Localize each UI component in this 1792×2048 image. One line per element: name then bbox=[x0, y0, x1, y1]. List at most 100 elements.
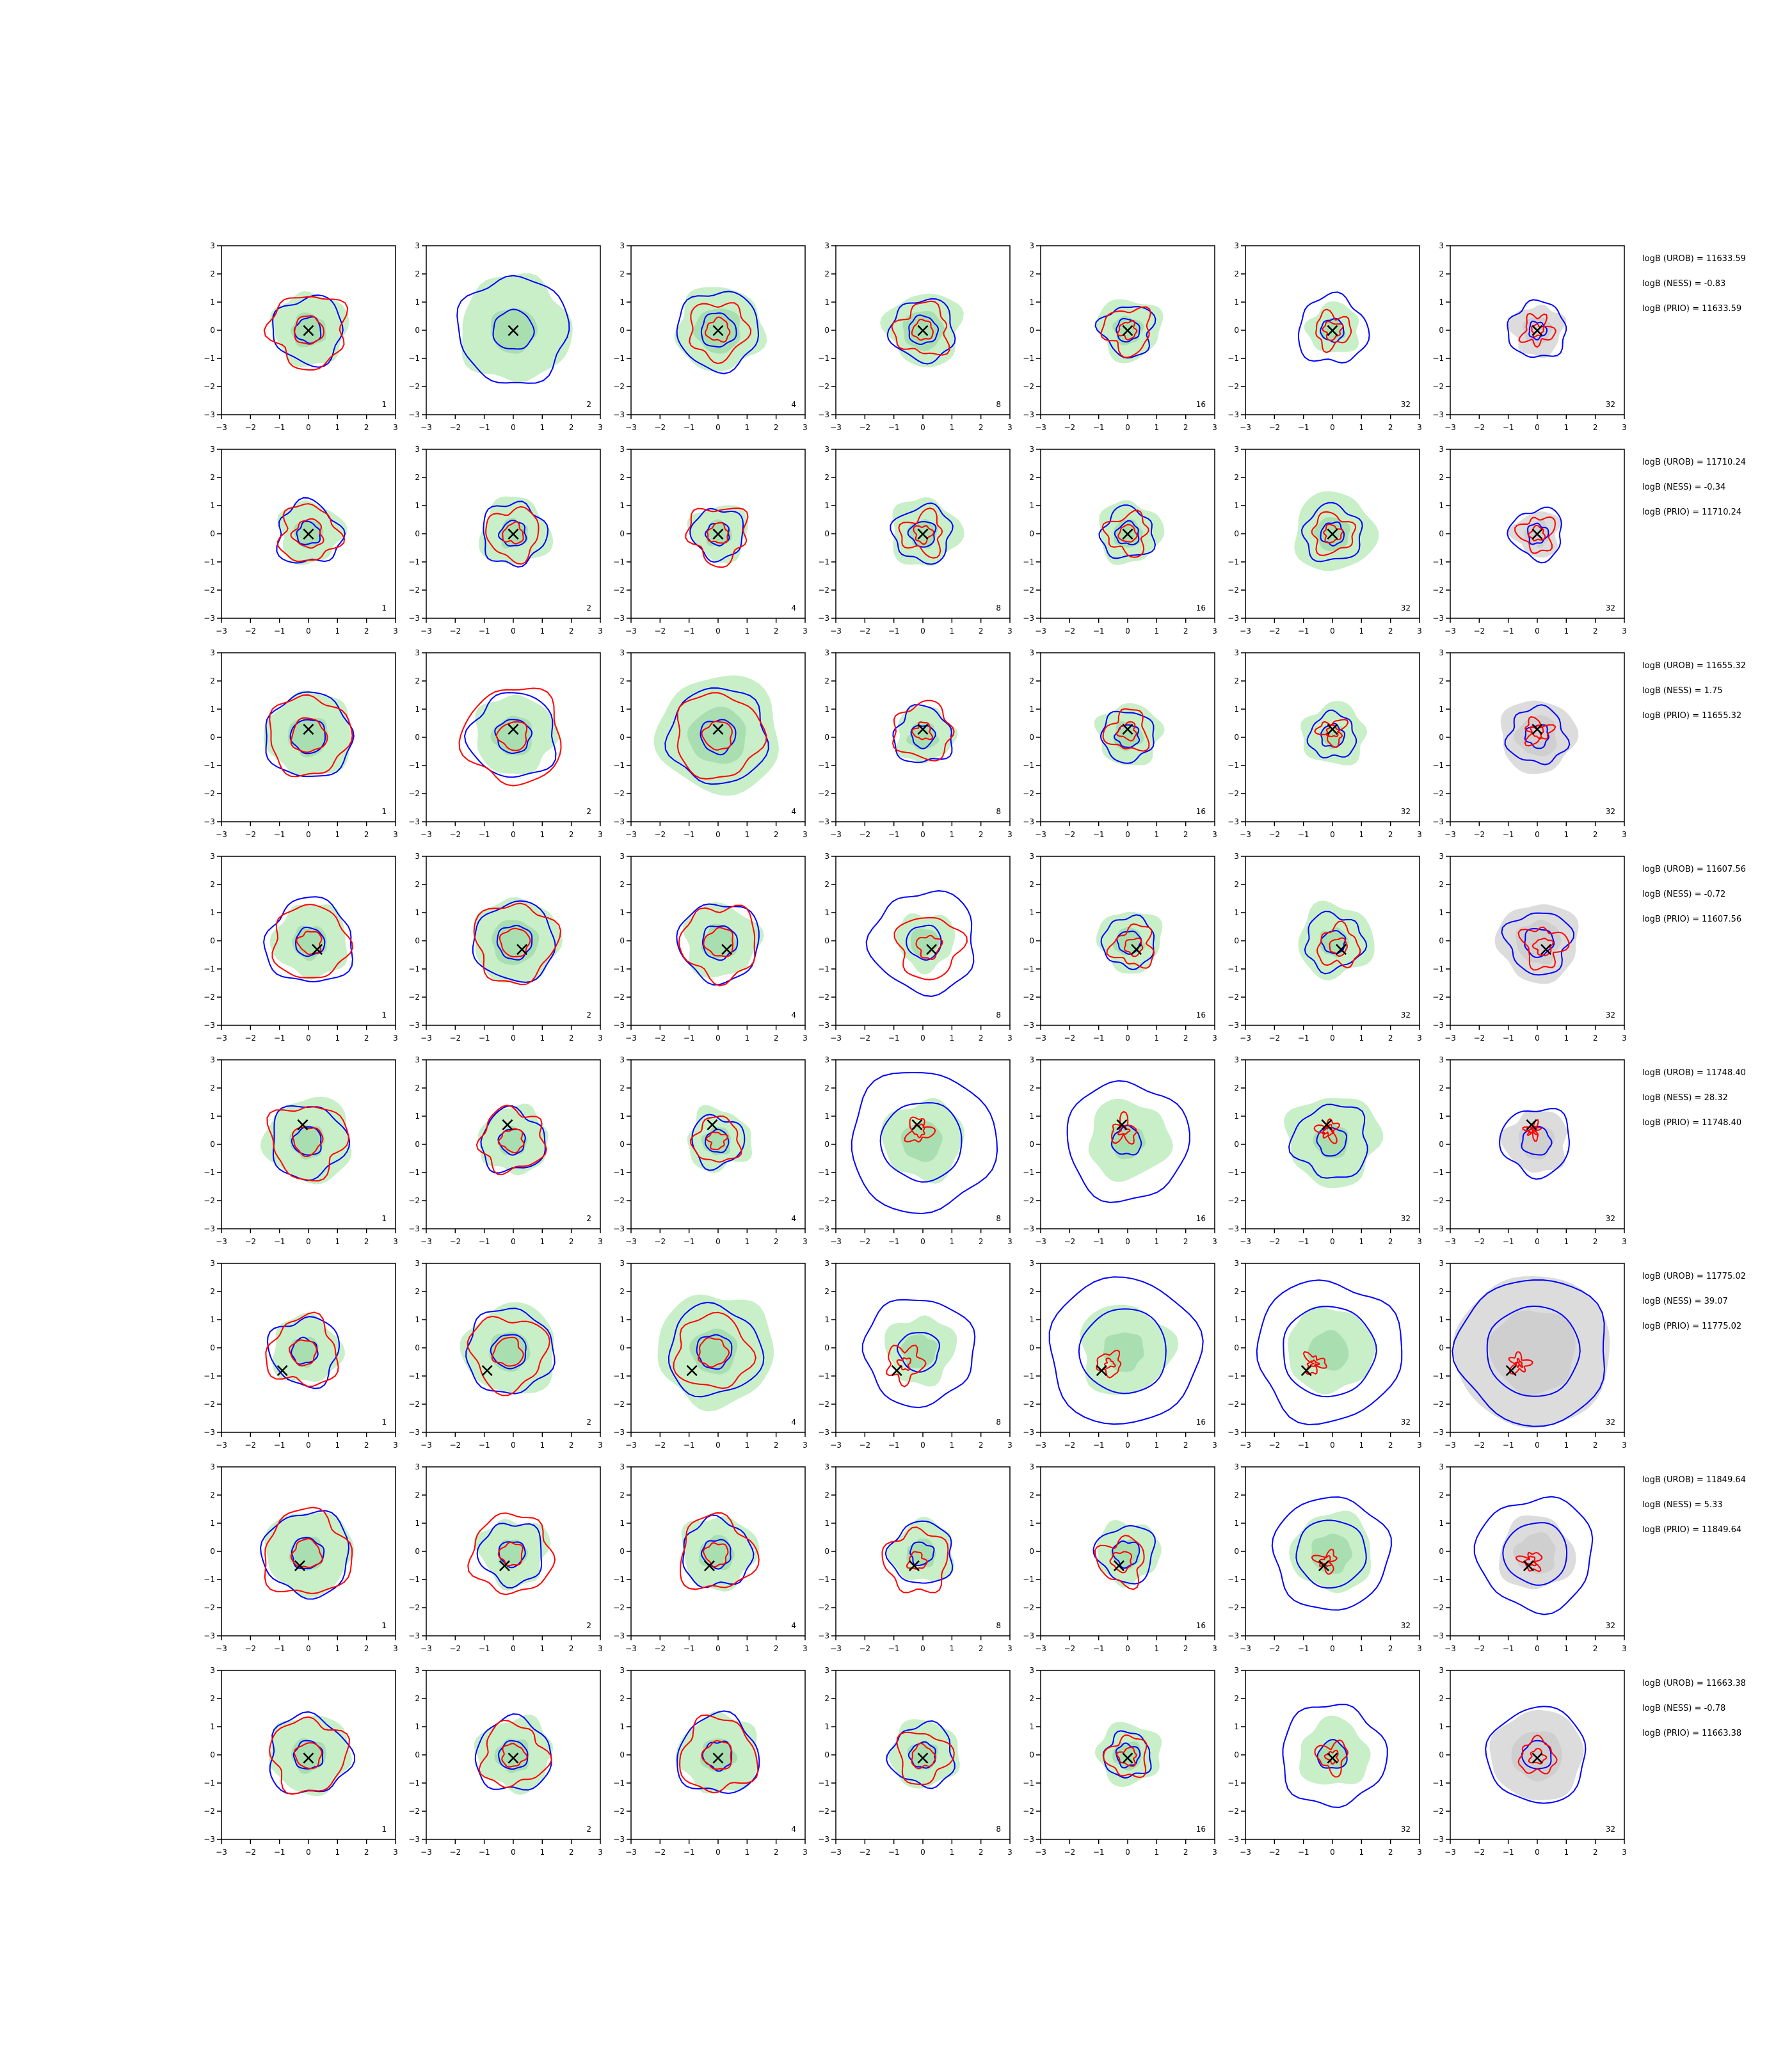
x-tick-label: 1 bbox=[1155, 1034, 1160, 1043]
y-tick-label: −1 bbox=[204, 1575, 215, 1584]
x-tick-label: −1 bbox=[274, 627, 285, 636]
y-tick-label: −1 bbox=[1228, 1575, 1239, 1584]
y-tick-label: 2 bbox=[210, 1491, 215, 1500]
blue-contour-outer bbox=[1501, 912, 1575, 976]
y-tick-label: 1 bbox=[1234, 705, 1239, 714]
y-tick-label: 3 bbox=[1234, 241, 1239, 250]
y-tick-label: 2 bbox=[210, 1694, 215, 1703]
x-tick-label: 1 bbox=[950, 627, 955, 636]
true-value-marker: × bbox=[300, 1747, 316, 1769]
x-tick-label: 2 bbox=[569, 1848, 574, 1857]
posterior-density-core bbox=[1311, 1533, 1353, 1574]
true-value-marker: × bbox=[915, 523, 931, 545]
x-tick-label: 2 bbox=[1388, 1237, 1393, 1246]
red-contour-outer bbox=[1508, 1351, 1533, 1375]
y-tick-label: 0 bbox=[824, 1750, 829, 1759]
logb-annotation: logB (NESS) = -0.34 bbox=[1642, 483, 1725, 492]
x-tick-label: −2 bbox=[654, 423, 666, 432]
blue-contour-inner bbox=[700, 719, 737, 756]
red-contour-inner bbox=[704, 316, 731, 343]
red-contour-inner bbox=[911, 721, 933, 740]
count-label: 1 bbox=[381, 1621, 387, 1630]
red-contour-inner bbox=[1109, 1551, 1133, 1574]
y-tick-label: 3 bbox=[620, 1259, 625, 1268]
blue-contour-outer bbox=[1048, 1276, 1204, 1425]
y-tick-label: −2 bbox=[613, 586, 625, 595]
x-tick-label: −3 bbox=[625, 423, 637, 432]
y-tick-label: 3 bbox=[620, 1462, 625, 1471]
x-tick-label: −3 bbox=[420, 1441, 432, 1450]
count-label: 32 bbox=[1606, 400, 1615, 409]
y-tick-label: −1 bbox=[408, 1168, 420, 1177]
x-tick-label: 3 bbox=[803, 1034, 808, 1043]
x-tick-label: −3 bbox=[830, 1441, 842, 1450]
y-tick-label: 2 bbox=[1029, 1287, 1034, 1296]
x-tick-label: −1 bbox=[479, 1848, 490, 1857]
blue-contour-inner bbox=[700, 312, 737, 348]
count-label: 1 bbox=[381, 1011, 387, 1020]
x-tick-label: −1 bbox=[1503, 1644, 1514, 1653]
red-contour-outer bbox=[467, 1512, 556, 1596]
y-tick-label: 2 bbox=[1234, 1084, 1239, 1092]
x-tick-label: 3 bbox=[1007, 1848, 1012, 1857]
x-tick-label: −1 bbox=[888, 1848, 900, 1857]
x-tick-label: −1 bbox=[274, 830, 285, 839]
y-tick-label: 2 bbox=[620, 473, 625, 482]
x-tick-label: 2 bbox=[774, 1644, 779, 1653]
panel-r7-c1: × −3 −2 −1 0 1 2 3 3 2 1 0 −1 −2 −3 1 bbox=[204, 1462, 398, 1653]
y-tick-label: 1 bbox=[1029, 1722, 1034, 1731]
y-tick-label: −3 bbox=[1228, 1631, 1239, 1640]
y-tick-label: −3 bbox=[1432, 1021, 1444, 1030]
panel-plot-area bbox=[1256, 1279, 1403, 1426]
y-tick-label: −2 bbox=[1432, 1807, 1444, 1816]
red-contour-outer bbox=[673, 1311, 756, 1389]
x-tick-label: −3 bbox=[216, 1441, 227, 1450]
x-tick-label: −2 bbox=[654, 830, 666, 839]
y-tick-label: −1 bbox=[408, 964, 420, 973]
x-tick-label: 2 bbox=[364, 627, 369, 636]
y-tick-label: −2 bbox=[408, 1196, 420, 1205]
y-tick-label: −1 bbox=[613, 557, 625, 566]
y-tick-label: 1 bbox=[824, 705, 829, 714]
true-value-marker: × bbox=[479, 1359, 495, 1382]
y-tick-label: −2 bbox=[613, 789, 625, 798]
y-tick-label: −3 bbox=[1228, 1835, 1239, 1844]
y-tick-label: 1 bbox=[1029, 1315, 1034, 1324]
true-value-marker: × bbox=[1324, 718, 1340, 740]
blue-contour-outer bbox=[260, 1510, 350, 1600]
count-label: 1 bbox=[381, 400, 387, 409]
panel-plot-area bbox=[476, 1103, 548, 1176]
count-label: 32 bbox=[1606, 1011, 1615, 1020]
blue-contour-inner bbox=[1114, 520, 1140, 546]
y-tick-label: −2 bbox=[204, 1807, 215, 1816]
x-tick-label: 1 bbox=[950, 423, 955, 432]
x-tick-label: 2 bbox=[979, 1848, 984, 1857]
y-tick-label: −3 bbox=[1228, 817, 1239, 826]
x-tick-label: 1 bbox=[1564, 1034, 1569, 1043]
red-contour-inner bbox=[906, 1551, 928, 1570]
x-tick-label: 0 bbox=[920, 423, 925, 432]
x-tick-label: 0 bbox=[1535, 1237, 1540, 1246]
y-tick-label: −2 bbox=[1023, 789, 1034, 798]
red-contour-outer bbox=[1313, 1118, 1340, 1144]
y-tick-label: −1 bbox=[1023, 354, 1034, 363]
posterior-density-core bbox=[490, 716, 532, 756]
y-tick-label: 1 bbox=[1439, 705, 1444, 714]
x-tick-label: 2 bbox=[979, 1237, 984, 1246]
x-tick-label: 1 bbox=[1359, 830, 1364, 839]
count-label: 16 bbox=[1196, 807, 1206, 816]
y-tick-label: 0 bbox=[1234, 1547, 1239, 1556]
red-contour-inner bbox=[1117, 319, 1138, 340]
panel-plot-area bbox=[657, 1294, 774, 1412]
x-tick-label: 3 bbox=[1417, 1848, 1422, 1857]
y-tick-label: −3 bbox=[1228, 1428, 1239, 1437]
blue-contour-outer bbox=[861, 1299, 976, 1409]
posterior-density-core bbox=[705, 519, 732, 547]
y-tick-label: 3 bbox=[620, 648, 625, 657]
y-tick-label: −3 bbox=[1023, 1224, 1034, 1233]
count-label: 4 bbox=[791, 1621, 796, 1630]
x-tick-label: 3 bbox=[1007, 423, 1012, 432]
y-tick-label: 3 bbox=[1439, 1055, 1444, 1064]
x-tick-label: 2 bbox=[364, 1237, 369, 1246]
